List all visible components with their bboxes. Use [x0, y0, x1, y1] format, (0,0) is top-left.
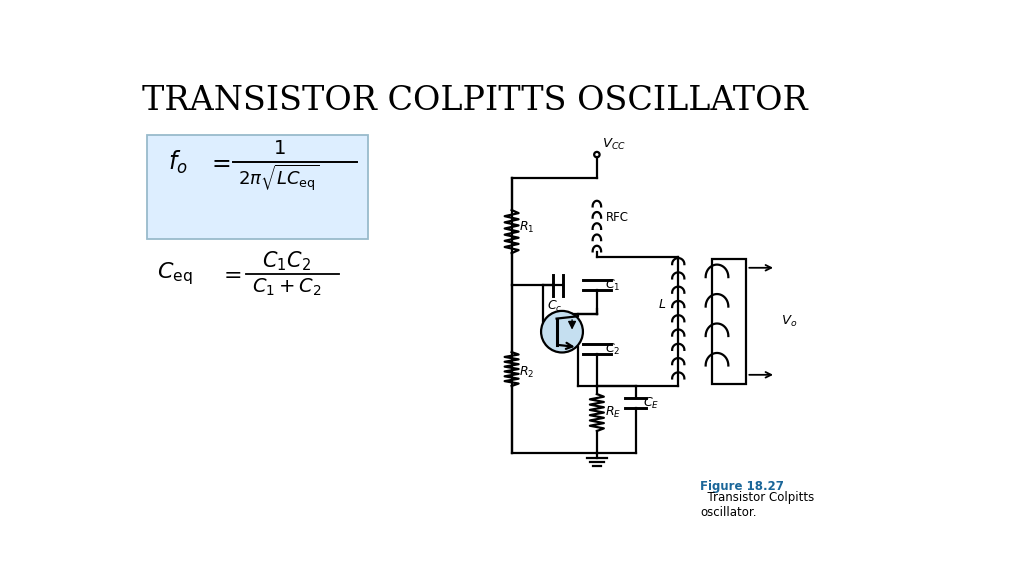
Text: $=$: $=$	[219, 263, 242, 285]
Text: $R_E$: $R_E$	[604, 405, 621, 420]
Text: $V_o$: $V_o$	[780, 314, 797, 329]
Text: $2\pi\sqrt{LC_{\rm eq}}$: $2\pi\sqrt{LC_{\rm eq}}$	[239, 162, 319, 193]
Bar	[713, 259, 746, 384]
Text: $f_o$: $f_o$	[168, 149, 188, 176]
Text: $R_2$: $R_2$	[519, 365, 535, 380]
Text: $C_{\rm eq}$: $C_{\rm eq}$	[158, 260, 194, 287]
Text: TRANSISTOR COLPITTS OSCILLATOR: TRANSISTOR COLPITTS OSCILLATOR	[142, 85, 808, 118]
Text: $C_2$: $C_2$	[604, 342, 620, 357]
Text: $C_E$: $C_E$	[643, 396, 658, 411]
Text: RFC: RFC	[606, 211, 629, 224]
FancyBboxPatch shape	[147, 135, 369, 239]
Text: Transistor Colpitts
oscillator.: Transistor Colpitts oscillator.	[700, 491, 814, 519]
Text: $C_c$: $C_c$	[547, 300, 562, 314]
Text: $C_1 C_2$: $C_1 C_2$	[262, 249, 311, 272]
Text: Figure 18.27: Figure 18.27	[700, 480, 783, 493]
Circle shape	[541, 311, 583, 353]
Text: $V_{CC}$: $V_{CC}$	[602, 137, 627, 151]
Text: $C_1$: $C_1$	[604, 278, 621, 293]
Text: $=$: $=$	[207, 151, 230, 174]
Text: $C_1 + C_2$: $C_1 + C_2$	[252, 276, 322, 298]
Text: $L$: $L$	[657, 298, 666, 311]
Text: $R_1$: $R_1$	[519, 220, 535, 235]
Text: $1$: $1$	[272, 140, 286, 158]
